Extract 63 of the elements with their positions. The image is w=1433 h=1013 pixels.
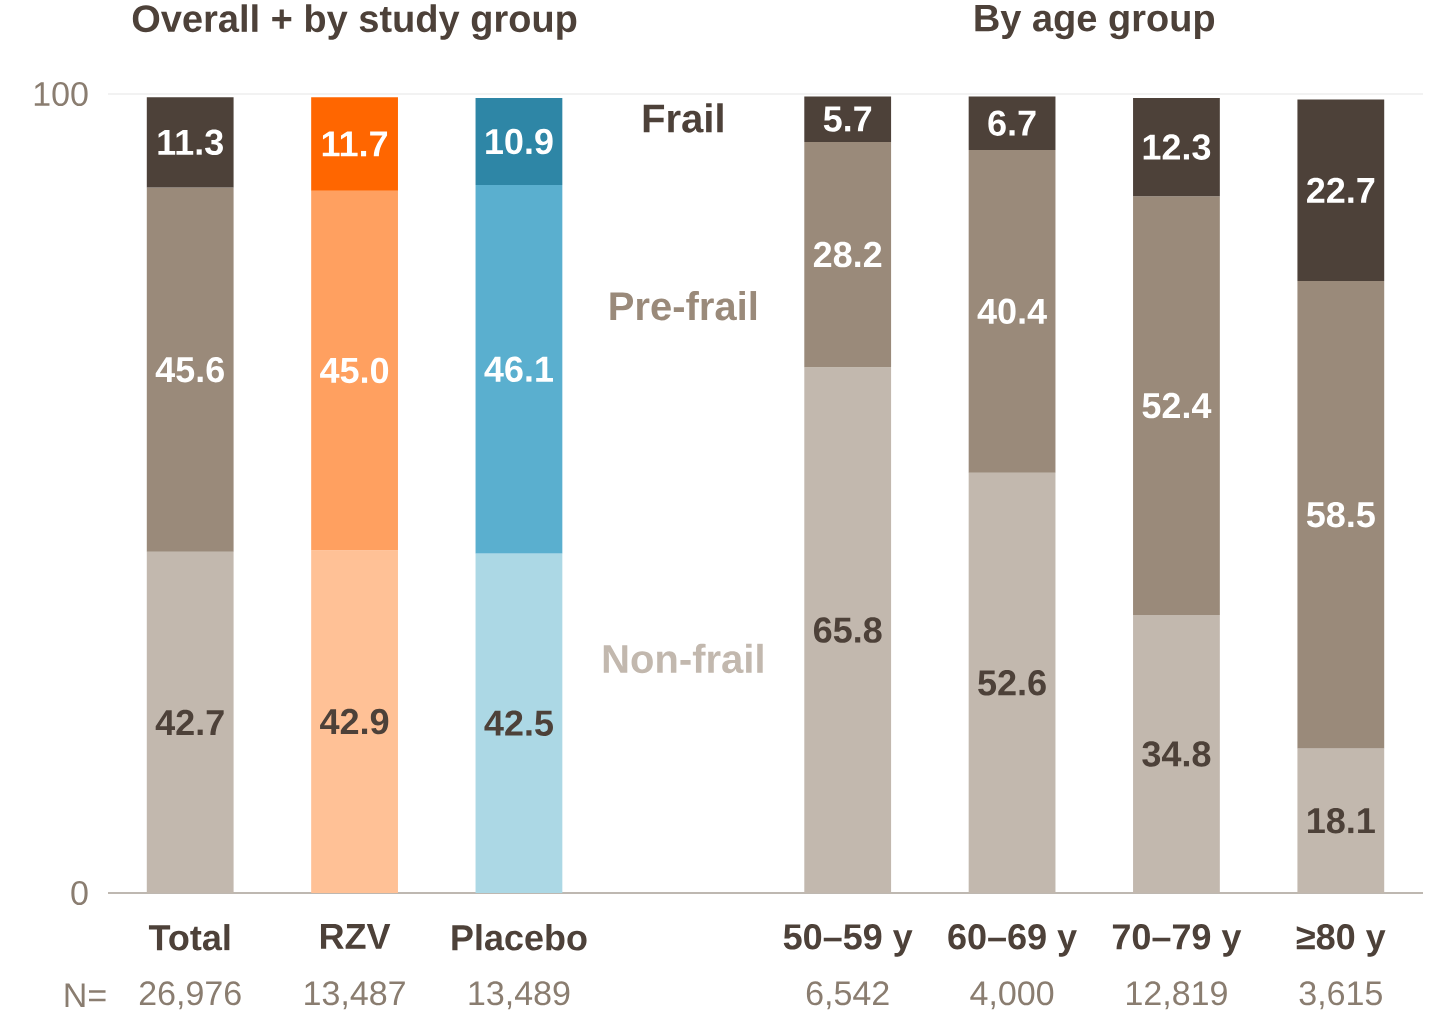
bar [804, 367, 892, 893]
bar [311, 550, 398, 893]
x-tick-label: Total [148, 924, 230, 951]
bar [804, 96, 892, 142]
x-tick-label: 70–79 y [1112, 924, 1242, 957]
text: 12,819 [1127, 981, 1227, 1010]
text: 26,976 [139, 981, 241, 1010]
data-label: 42.9 [320, 708, 389, 735]
text: Frail [643, 103, 723, 133]
text: 13,487 [305, 981, 405, 1010]
series-label: Non-frail [603, 643, 763, 674]
text: 13,489 [469, 981, 570, 1010]
bar [1297, 99, 1385, 281]
bar [146, 551, 234, 893]
data-label: 52.6 [978, 670, 1046, 696]
data-label: 58.5 [1306, 501, 1375, 528]
x-tick-label: 60–69 y [948, 924, 1077, 957]
x-tick-label: Placebo [452, 924, 587, 951]
data-label: 42.5 [484, 710, 553, 736]
text: 6,542 [806, 981, 889, 1010]
text: N= [65, 983, 106, 1007]
bar [146, 97, 234, 188]
bar [968, 149, 1056, 473]
data-label: 45.0 [320, 357, 389, 384]
bar [804, 141, 892, 368]
text: 4,000 [970, 981, 1054, 1010]
series-label: Pre-frail [610, 291, 757, 321]
bar [311, 97, 398, 191]
x-tick-label: ≥80 y [1296, 924, 1386, 957]
text: Overall + by study group [132, 4, 577, 40]
data-label: 65.8 [813, 617, 882, 643]
data-label: 34.8 [1142, 741, 1211, 767]
bar [475, 185, 563, 554]
text: By age group [975, 5, 1215, 40]
y-tick-label: 0 [71, 880, 88, 906]
data-label: 42.7 [155, 709, 224, 735]
data-label: 40.4 [977, 298, 1047, 325]
bar [1297, 748, 1385, 893]
bar [1297, 280, 1385, 749]
data-label: 11.3 [158, 129, 223, 156]
data-label: 5.7 [823, 106, 872, 132]
bar [146, 187, 234, 552]
data-label: 12.3 [1143, 134, 1211, 160]
data-label: 11.7 [322, 131, 388, 157]
data-label: 46.1 [484, 356, 553, 382]
x-tick-label: 50–59 y [783, 924, 913, 957]
bar [311, 190, 398, 551]
bar [1133, 196, 1220, 615]
bar [475, 553, 563, 893]
bar [1133, 614, 1220, 893]
x-tick-label: RZV [320, 924, 391, 949]
data-label: 10.9 [486, 128, 553, 155]
data-label: 28.2 [813, 241, 882, 268]
bar [968, 472, 1056, 893]
bar [968, 96, 1056, 150]
data-label: 22.7 [1307, 177, 1375, 203]
text: 3,615 [1299, 981, 1382, 1010]
y-tick-label: 100 [34, 81, 88, 107]
data-label: 52.4 [1142, 392, 1212, 419]
bar [1133, 97, 1220, 197]
data-label: 18.1 [1308, 807, 1375, 834]
data-label: 6.7 [988, 110, 1036, 136]
data-label: 45.6 [155, 356, 224, 383]
